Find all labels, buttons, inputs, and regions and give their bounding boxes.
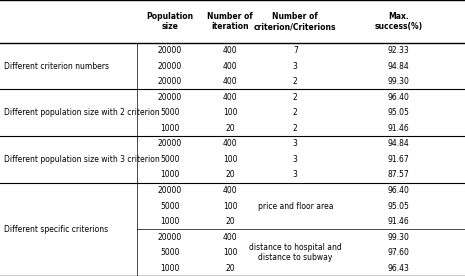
Text: 94.84: 94.84: [388, 62, 410, 71]
Text: 91.67: 91.67: [388, 155, 410, 164]
Text: 100: 100: [223, 155, 238, 164]
Text: distance to hospital and
distance to subway: distance to hospital and distance to sub…: [249, 243, 342, 262]
Text: 20000: 20000: [158, 77, 182, 86]
Text: Different population size with 3 criterion: Different population size with 3 criteri…: [4, 155, 159, 164]
Text: 400: 400: [223, 139, 238, 148]
Text: 20000: 20000: [158, 93, 182, 102]
Text: 20000: 20000: [158, 46, 182, 55]
Text: Different criterion numbers: Different criterion numbers: [4, 62, 109, 71]
Text: 2: 2: [293, 124, 298, 133]
Text: 7: 7: [293, 46, 298, 55]
Text: 5000: 5000: [160, 248, 179, 257]
Text: 400: 400: [223, 77, 238, 86]
Text: 91.46: 91.46: [388, 217, 410, 226]
Text: 94.84: 94.84: [388, 139, 410, 148]
Text: 1000: 1000: [160, 124, 179, 133]
Text: 1000: 1000: [160, 217, 179, 226]
Text: 97.60: 97.60: [388, 248, 410, 257]
Text: Max.
success(%): Max. success(%): [375, 12, 423, 31]
Text: 100: 100: [223, 201, 238, 211]
Text: 2: 2: [293, 93, 298, 102]
Text: 96.40: 96.40: [388, 93, 410, 102]
Text: 1000: 1000: [160, 171, 179, 179]
Text: 2: 2: [293, 77, 298, 86]
Text: 400: 400: [223, 62, 238, 71]
Text: 20000: 20000: [158, 62, 182, 71]
Text: Number of
criterion/Criterions: Number of criterion/Criterions: [254, 12, 337, 31]
Text: 400: 400: [223, 186, 238, 195]
Text: 3: 3: [293, 171, 298, 179]
Text: 95.05: 95.05: [388, 108, 410, 117]
Text: 1000: 1000: [160, 264, 179, 273]
Text: 100: 100: [223, 108, 238, 117]
Text: Population
size: Population size: [146, 12, 193, 31]
Text: 99.30: 99.30: [388, 233, 410, 242]
Text: 20: 20: [226, 124, 235, 133]
Text: 5000: 5000: [160, 201, 179, 211]
Text: 20: 20: [226, 217, 235, 226]
Text: 87.57: 87.57: [388, 171, 410, 179]
Text: 91.46: 91.46: [388, 124, 410, 133]
Text: 3: 3: [293, 62, 298, 71]
Text: 5000: 5000: [160, 108, 179, 117]
Text: 20000: 20000: [158, 139, 182, 148]
Text: 3: 3: [293, 155, 298, 164]
Text: 96.40: 96.40: [388, 186, 410, 195]
Text: 2: 2: [293, 108, 298, 117]
Text: price and floor area: price and floor area: [258, 201, 333, 211]
Text: 20000: 20000: [158, 186, 182, 195]
Text: 400: 400: [223, 93, 238, 102]
Text: 100: 100: [223, 248, 238, 257]
Text: 99.30: 99.30: [388, 77, 410, 86]
Text: 95.05: 95.05: [388, 201, 410, 211]
Text: 400: 400: [223, 46, 238, 55]
Text: 20: 20: [226, 171, 235, 179]
Text: Number of
iteration: Number of iteration: [207, 12, 253, 31]
Text: 96.43: 96.43: [388, 264, 410, 273]
Text: 400: 400: [223, 233, 238, 242]
Text: 20: 20: [226, 264, 235, 273]
Text: 5000: 5000: [160, 155, 179, 164]
Text: 20000: 20000: [158, 233, 182, 242]
Text: 3: 3: [293, 139, 298, 148]
Text: 92.33: 92.33: [388, 46, 410, 55]
Text: Different population size with 2 criterion: Different population size with 2 criteri…: [4, 108, 159, 117]
Text: Different specific criterions: Different specific criterions: [4, 225, 108, 234]
